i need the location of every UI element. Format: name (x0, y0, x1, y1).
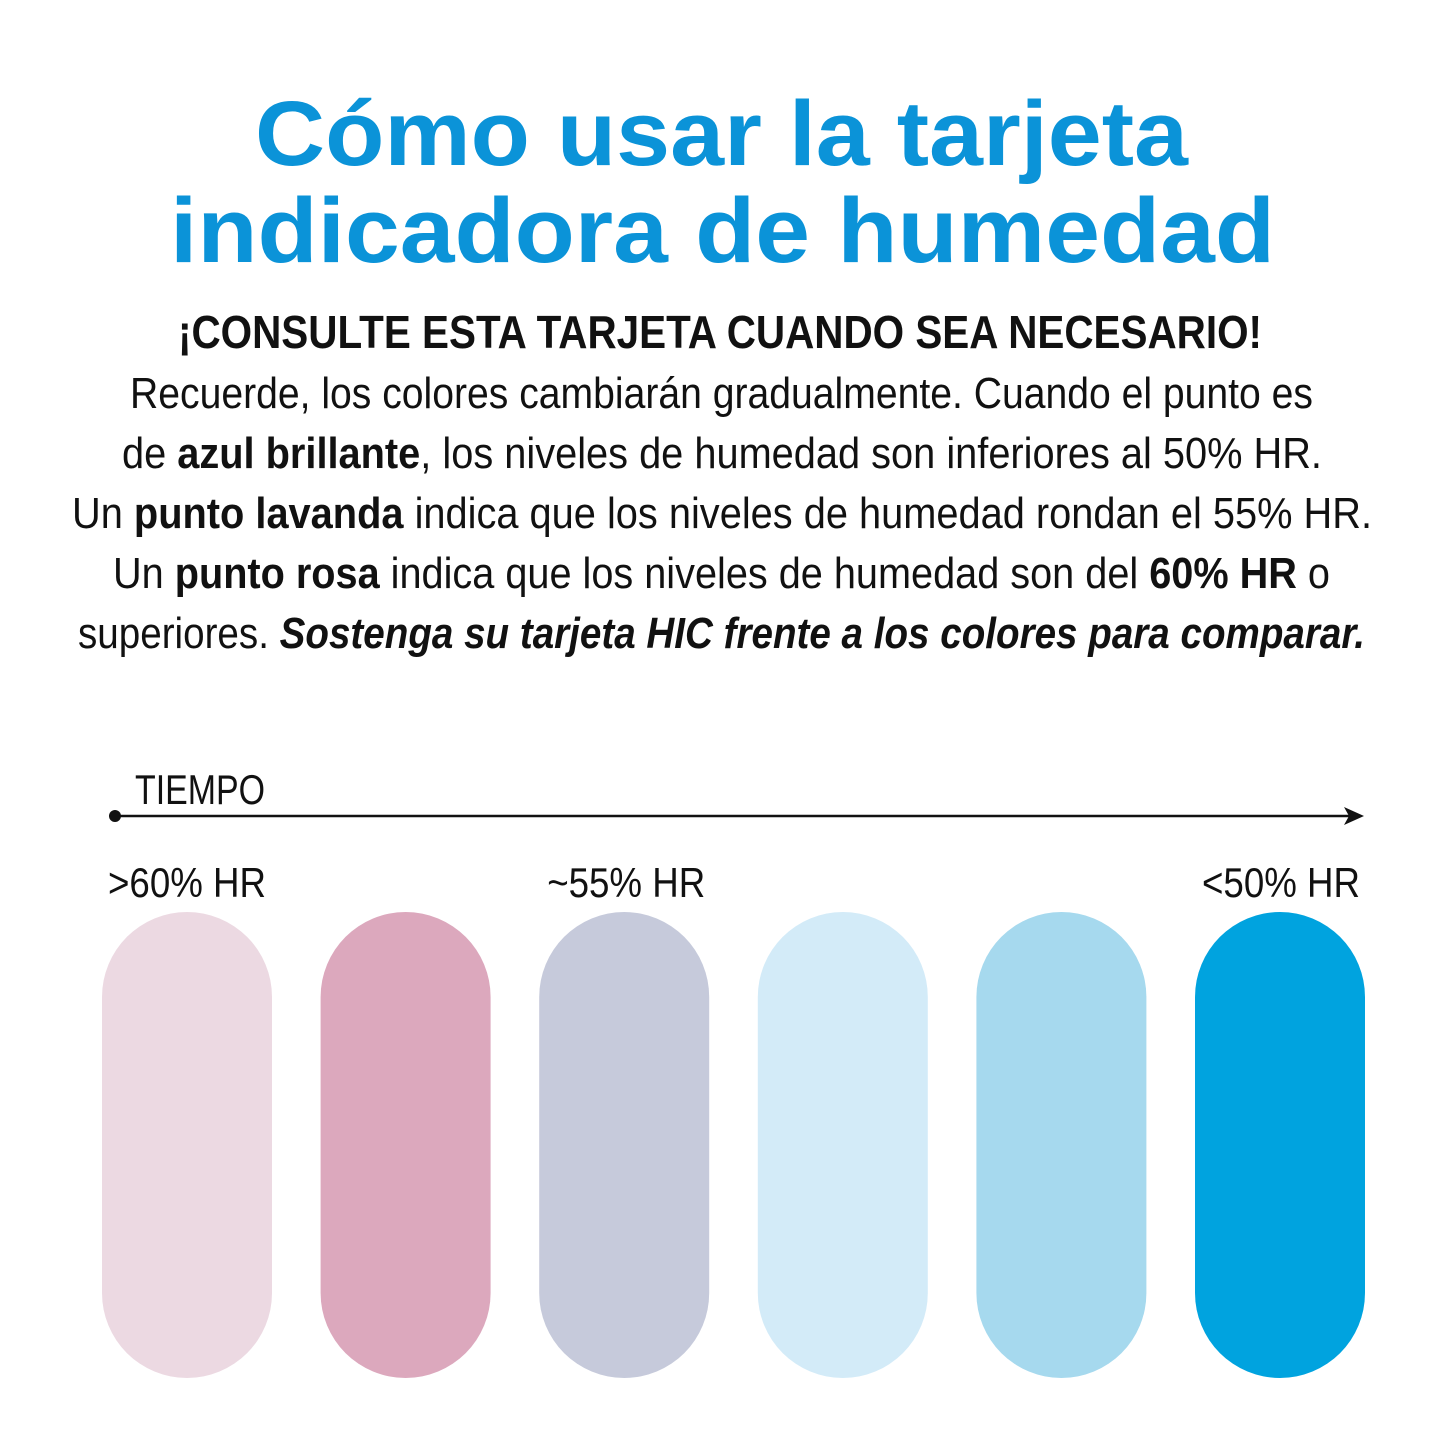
body-run: 60% HR (1149, 549, 1297, 598)
time-arrow-head (1344, 807, 1364, 825)
body-run: indica que los niveles de humedad rondan… (404, 489, 1372, 538)
body-run: punto lavanda (134, 489, 404, 538)
body-line: Un punto lavanda indica que los niveles … (72, 489, 1372, 538)
color-swatch (102, 912, 272, 1378)
body-run: azul brillante (177, 429, 420, 478)
body-run: superiores. (78, 609, 280, 658)
body-run: Un (72, 489, 134, 538)
body-line: de azul brillante, los niveles de humeda… (122, 429, 1322, 478)
body-line: Un punto rosa indica que los niveles de … (113, 549, 1330, 598)
level-label: ~55% HR (547, 859, 705, 906)
level-label: >60% HR (108, 859, 266, 906)
subtitle: ¡CONSULTE ESTA TARJETA CUANDO SEA NECESA… (178, 306, 1262, 358)
time-arrow-start (109, 810, 121, 822)
title-line: indicadora de humedad (170, 180, 1275, 282)
body-run: de (122, 429, 177, 478)
body-run: Recuerde, los colores cambiarán gradualm… (130, 369, 1313, 418)
body-run: punto rosa (175, 549, 380, 598)
title-line: Cómo usar la tarjeta (255, 83, 1189, 185)
color-swatch (539, 912, 710, 1378)
body-run: Un (113, 549, 175, 598)
time-label: TIEMPO (135, 766, 265, 813)
body-run: indica que los niveles de humedad son de… (380, 549, 1150, 598)
color-swatch (320, 912, 491, 1378)
body-run: Sostenga su tarjeta HIC frente a los col… (280, 609, 1365, 658)
body-run: , los niveles de humedad son inferiores … (420, 429, 1322, 478)
color-swatch (757, 912, 928, 1378)
level-label: <50% HR (1202, 859, 1360, 906)
body-run: o (1297, 549, 1330, 598)
body-line: superiores. Sostenga su tarjeta HIC fren… (78, 609, 1365, 658)
color-swatch (1195, 912, 1365, 1378)
body-line: Recuerde, los colores cambiarán gradualm… (130, 369, 1313, 418)
color-swatch (976, 912, 1147, 1378)
